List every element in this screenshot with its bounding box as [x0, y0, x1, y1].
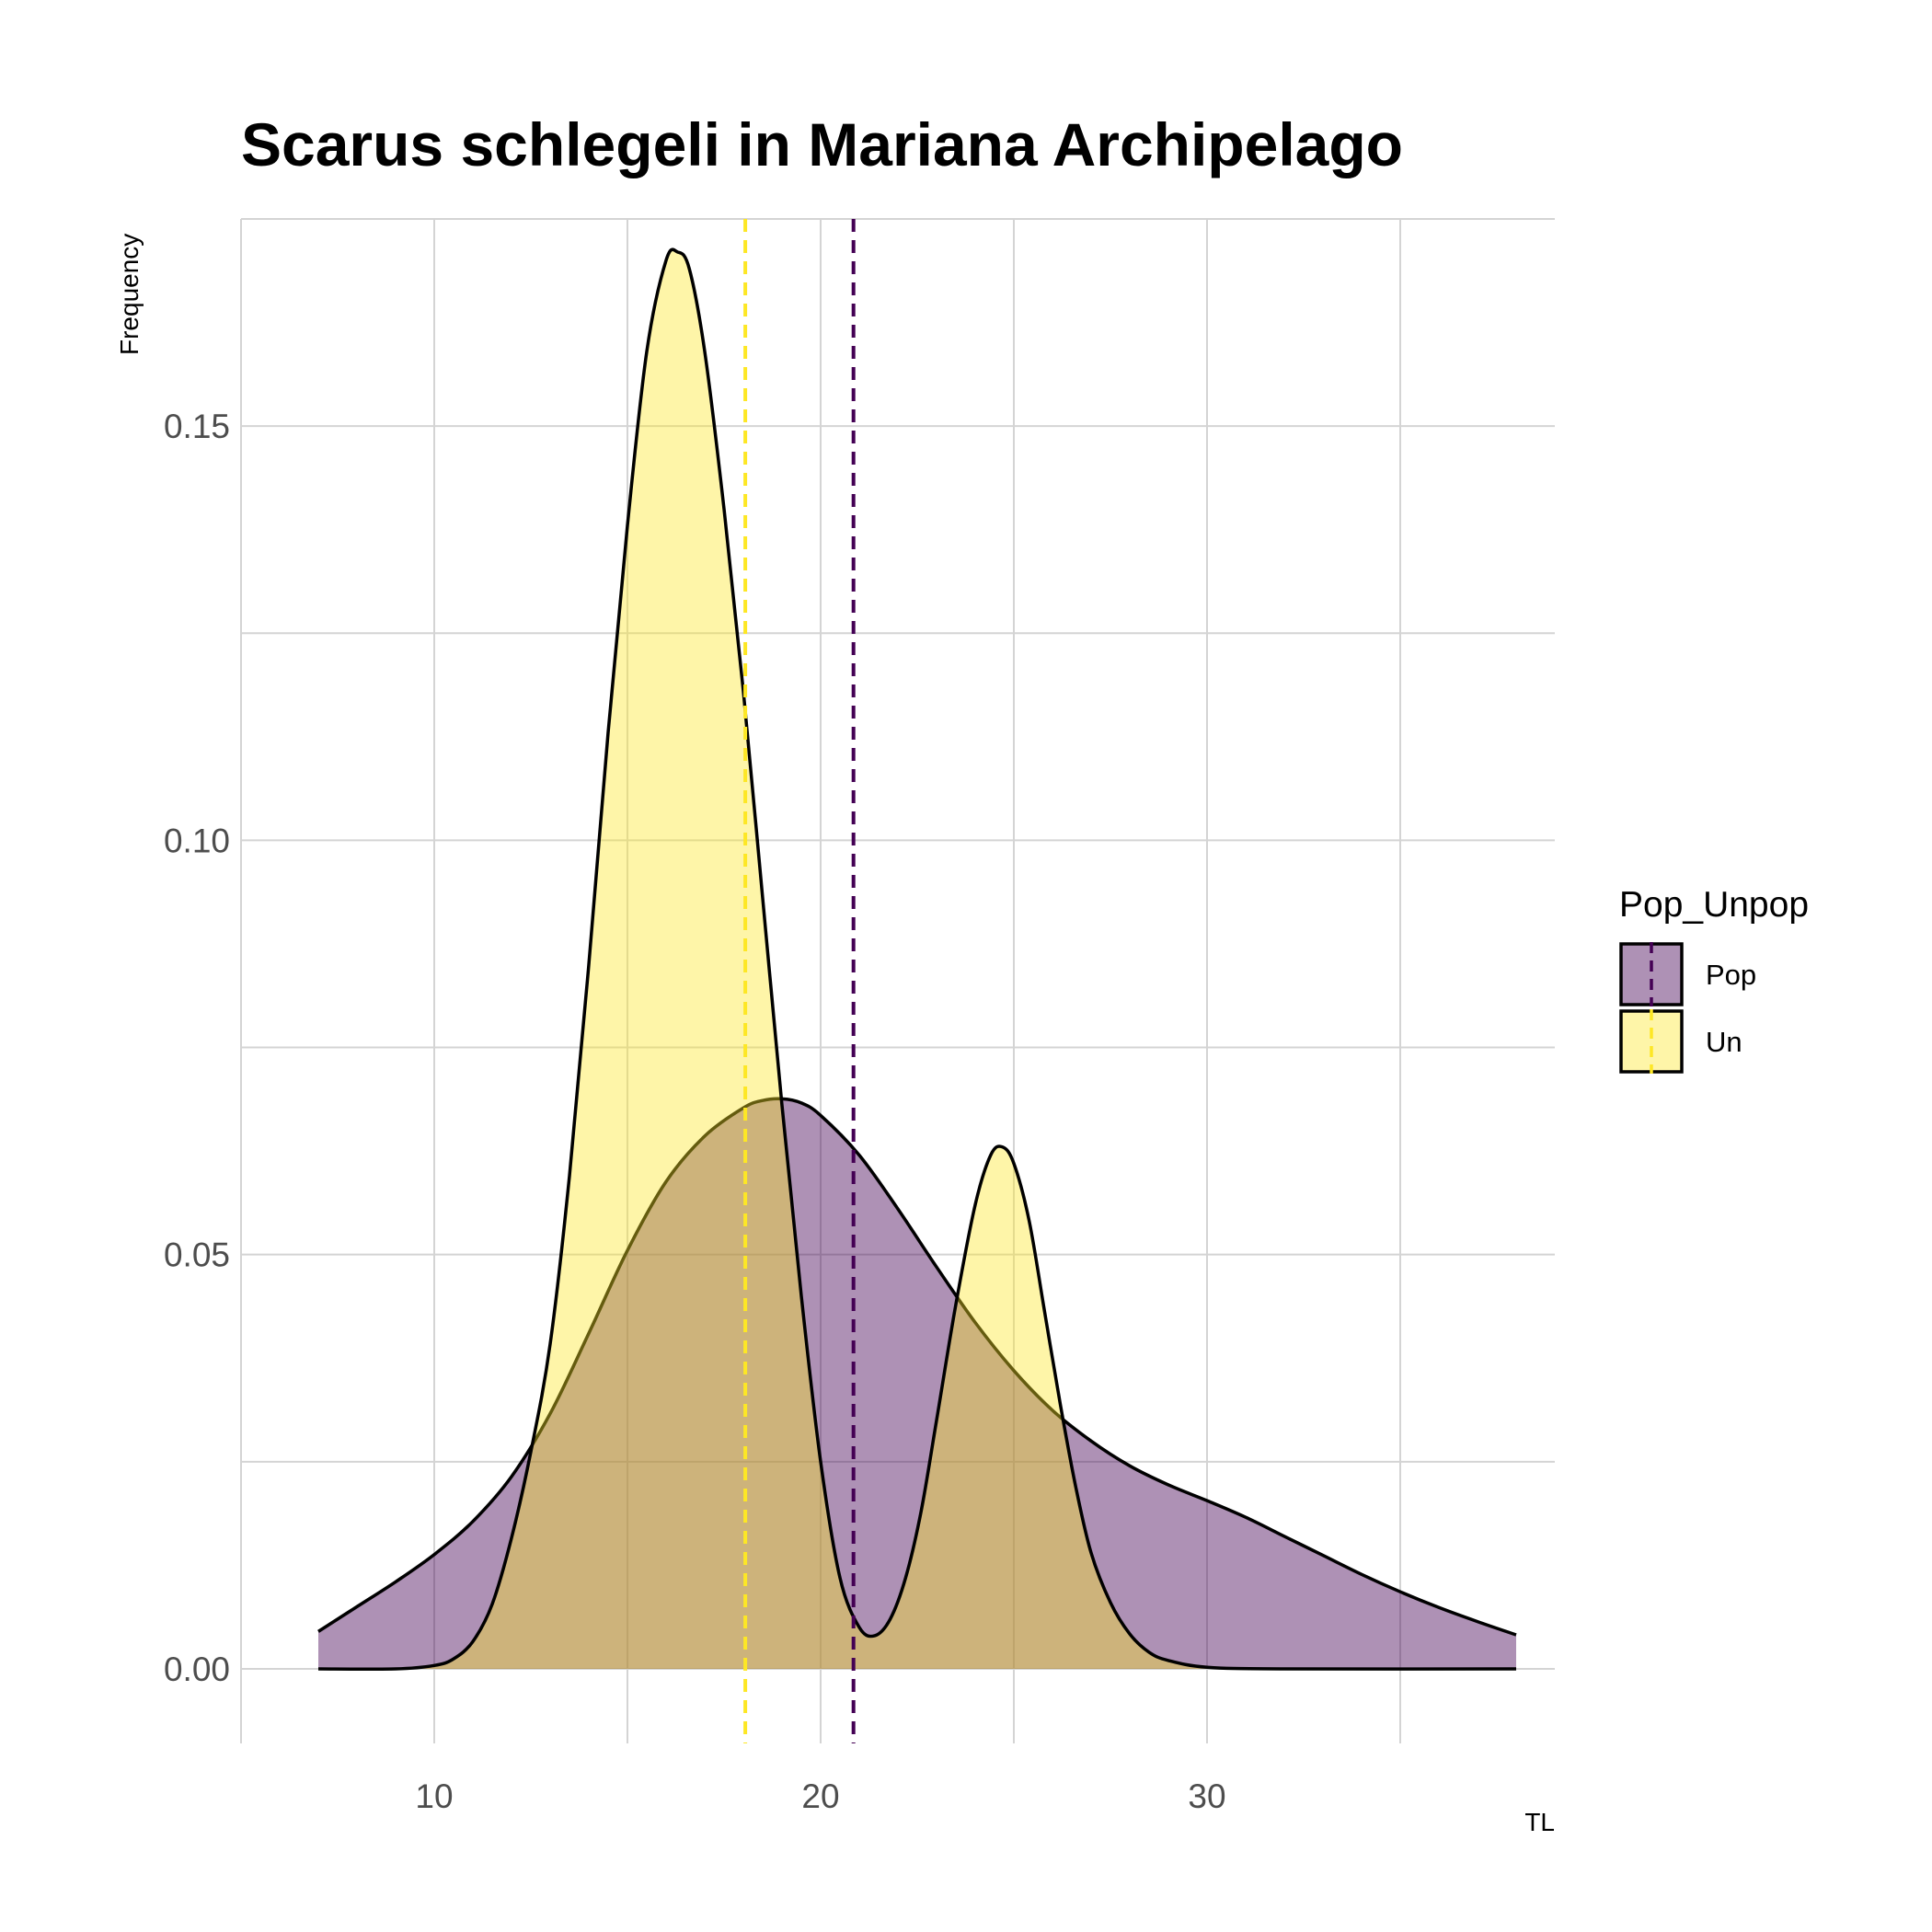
legend: Pop_Unpop Pop Un: [1619, 885, 1809, 1074]
x-tick-label: 10: [415, 1777, 453, 1815]
density-area-pop: [318, 1098, 1516, 1669]
density-area-un: [318, 249, 1516, 1670]
x-tick-label: 20: [801, 1777, 839, 1815]
density-outline-un: [317, 247, 1517, 1672]
x-tick-label: 30: [1188, 1777, 1225, 1815]
mean-lines: [743, 219, 856, 1743]
legend-key-pop: [1619, 942, 1684, 1006]
y-tick-label: 0.00: [164, 1650, 230, 1688]
grid: [240, 218, 1555, 1743]
legend-title: Pop_Unpop: [1619, 885, 1809, 925]
legend-label-un: Un: [1706, 1026, 1742, 1058]
y-tick-label: 0.10: [164, 822, 230, 859]
chart-title: Scarus schlegeli in Mariana Archipelago: [241, 110, 1403, 178]
legend-key-bg-un: [1621, 1011, 1682, 1072]
y-tick-label: 0.15: [164, 408, 230, 445]
tick-labels: 0.00 0.05 0.10 0.15 10 20 30: [164, 408, 1226, 1815]
x-axis-title: TL: [1524, 1808, 1555, 1836]
legend-label-pop: Pop: [1706, 959, 1756, 991]
y-axis-title: Frequency: [115, 234, 144, 355]
legend-key-bg-pop: [1621, 944, 1682, 1005]
y-tick-label: 0.05: [164, 1236, 230, 1274]
density-areas: [317, 247, 1517, 1672]
